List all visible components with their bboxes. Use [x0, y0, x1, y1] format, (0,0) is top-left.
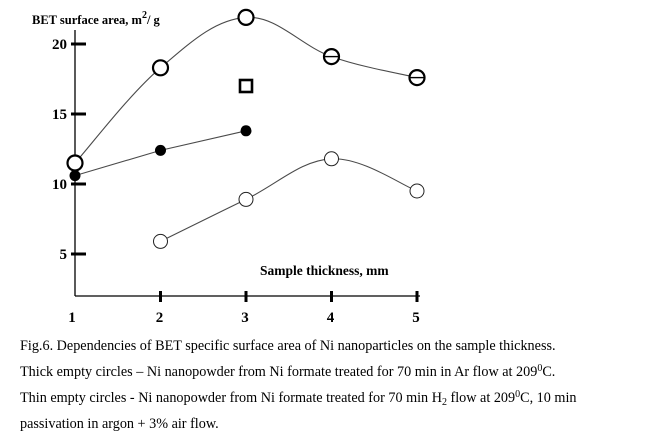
x-tick-label: 5 — [412, 310, 420, 326]
caption-line-2: Thick empty circles – Ni nanopowder from… — [20, 359, 650, 385]
open-square-point — [238, 78, 254, 94]
filled-circle-point — [155, 144, 166, 156]
caption-line-3: Thin empty circles - Ni nanopowder from … — [20, 385, 650, 411]
figure-caption: Fig.6. Dependencies of BET specific surf… — [20, 333, 650, 437]
thick-empty-circle-point — [66, 154, 84, 172]
thin-empty-circle-point — [153, 233, 168, 249]
thin-empty-circle-point — [238, 191, 254, 207]
filled-circle-point — [69, 170, 81, 182]
thin-empty-circle-point — [324, 151, 339, 167]
caption-text-2: Thick empty circles – Ni nanopowder from… — [20, 364, 538, 380]
y-tick-label: 5 — [60, 247, 68, 263]
thin-empty-circle-point — [409, 183, 425, 199]
axes: 5 10 15 20 1 2 3 4 5 — [52, 30, 420, 326]
markers — [66, 8, 426, 249]
y-tick-label: 15 — [52, 107, 67, 123]
y-axis-label-sup: 2 — [142, 10, 147, 21]
series-2-line — [160, 158, 418, 242]
y-axis-label-unit: / g — [146, 13, 161, 27]
caption-sup-3: 0 — [515, 389, 521, 400]
caption-text-1: Fig.6. Dependencies of BET specific surf… — [20, 338, 556, 354]
caption-line-4: passivation in argon + 3% air flow. — [20, 411, 650, 437]
thick-empty-circle-point — [237, 8, 255, 26]
x-tick-label: 3 — [241, 310, 249, 326]
caption-text-3a: Thin empty circles - Ni nanopowder from … — [20, 390, 442, 406]
x-tick-label: 1 — [68, 310, 76, 326]
caption-sub-3: 2 — [441, 397, 447, 408]
y-axis-label: BET surface area, m2/ g — [32, 10, 161, 27]
thick-empty-circle-point — [151, 59, 170, 77]
caption-text-2-end: C. — [542, 364, 556, 380]
caption-text-3c: C, 10 min — [520, 390, 577, 406]
caption-text-4: passivation in argon + 3% air flow. — [20, 416, 219, 432]
x-tick-label: 2 — [156, 310, 164, 326]
caption-sup-2: 0 — [537, 363, 543, 374]
chart: 5 10 15 20 1 2 3 4 5 BET surface area, m2/ g Sam… — [32, 8, 426, 326]
caption-text-3b: flow at 209 — [446, 390, 516, 406]
x-axis-label: Sample thickness, mm — [260, 263, 389, 278]
x-tick-label: 4 — [327, 310, 335, 326]
caption-line-1: Fig.6. Dependencies of BET specific surf… — [20, 333, 650, 359]
filled-circle-point — [240, 125, 252, 137]
y-tick-label: 10 — [52, 177, 67, 193]
y-tick-label: 20 — [52, 37, 67, 53]
